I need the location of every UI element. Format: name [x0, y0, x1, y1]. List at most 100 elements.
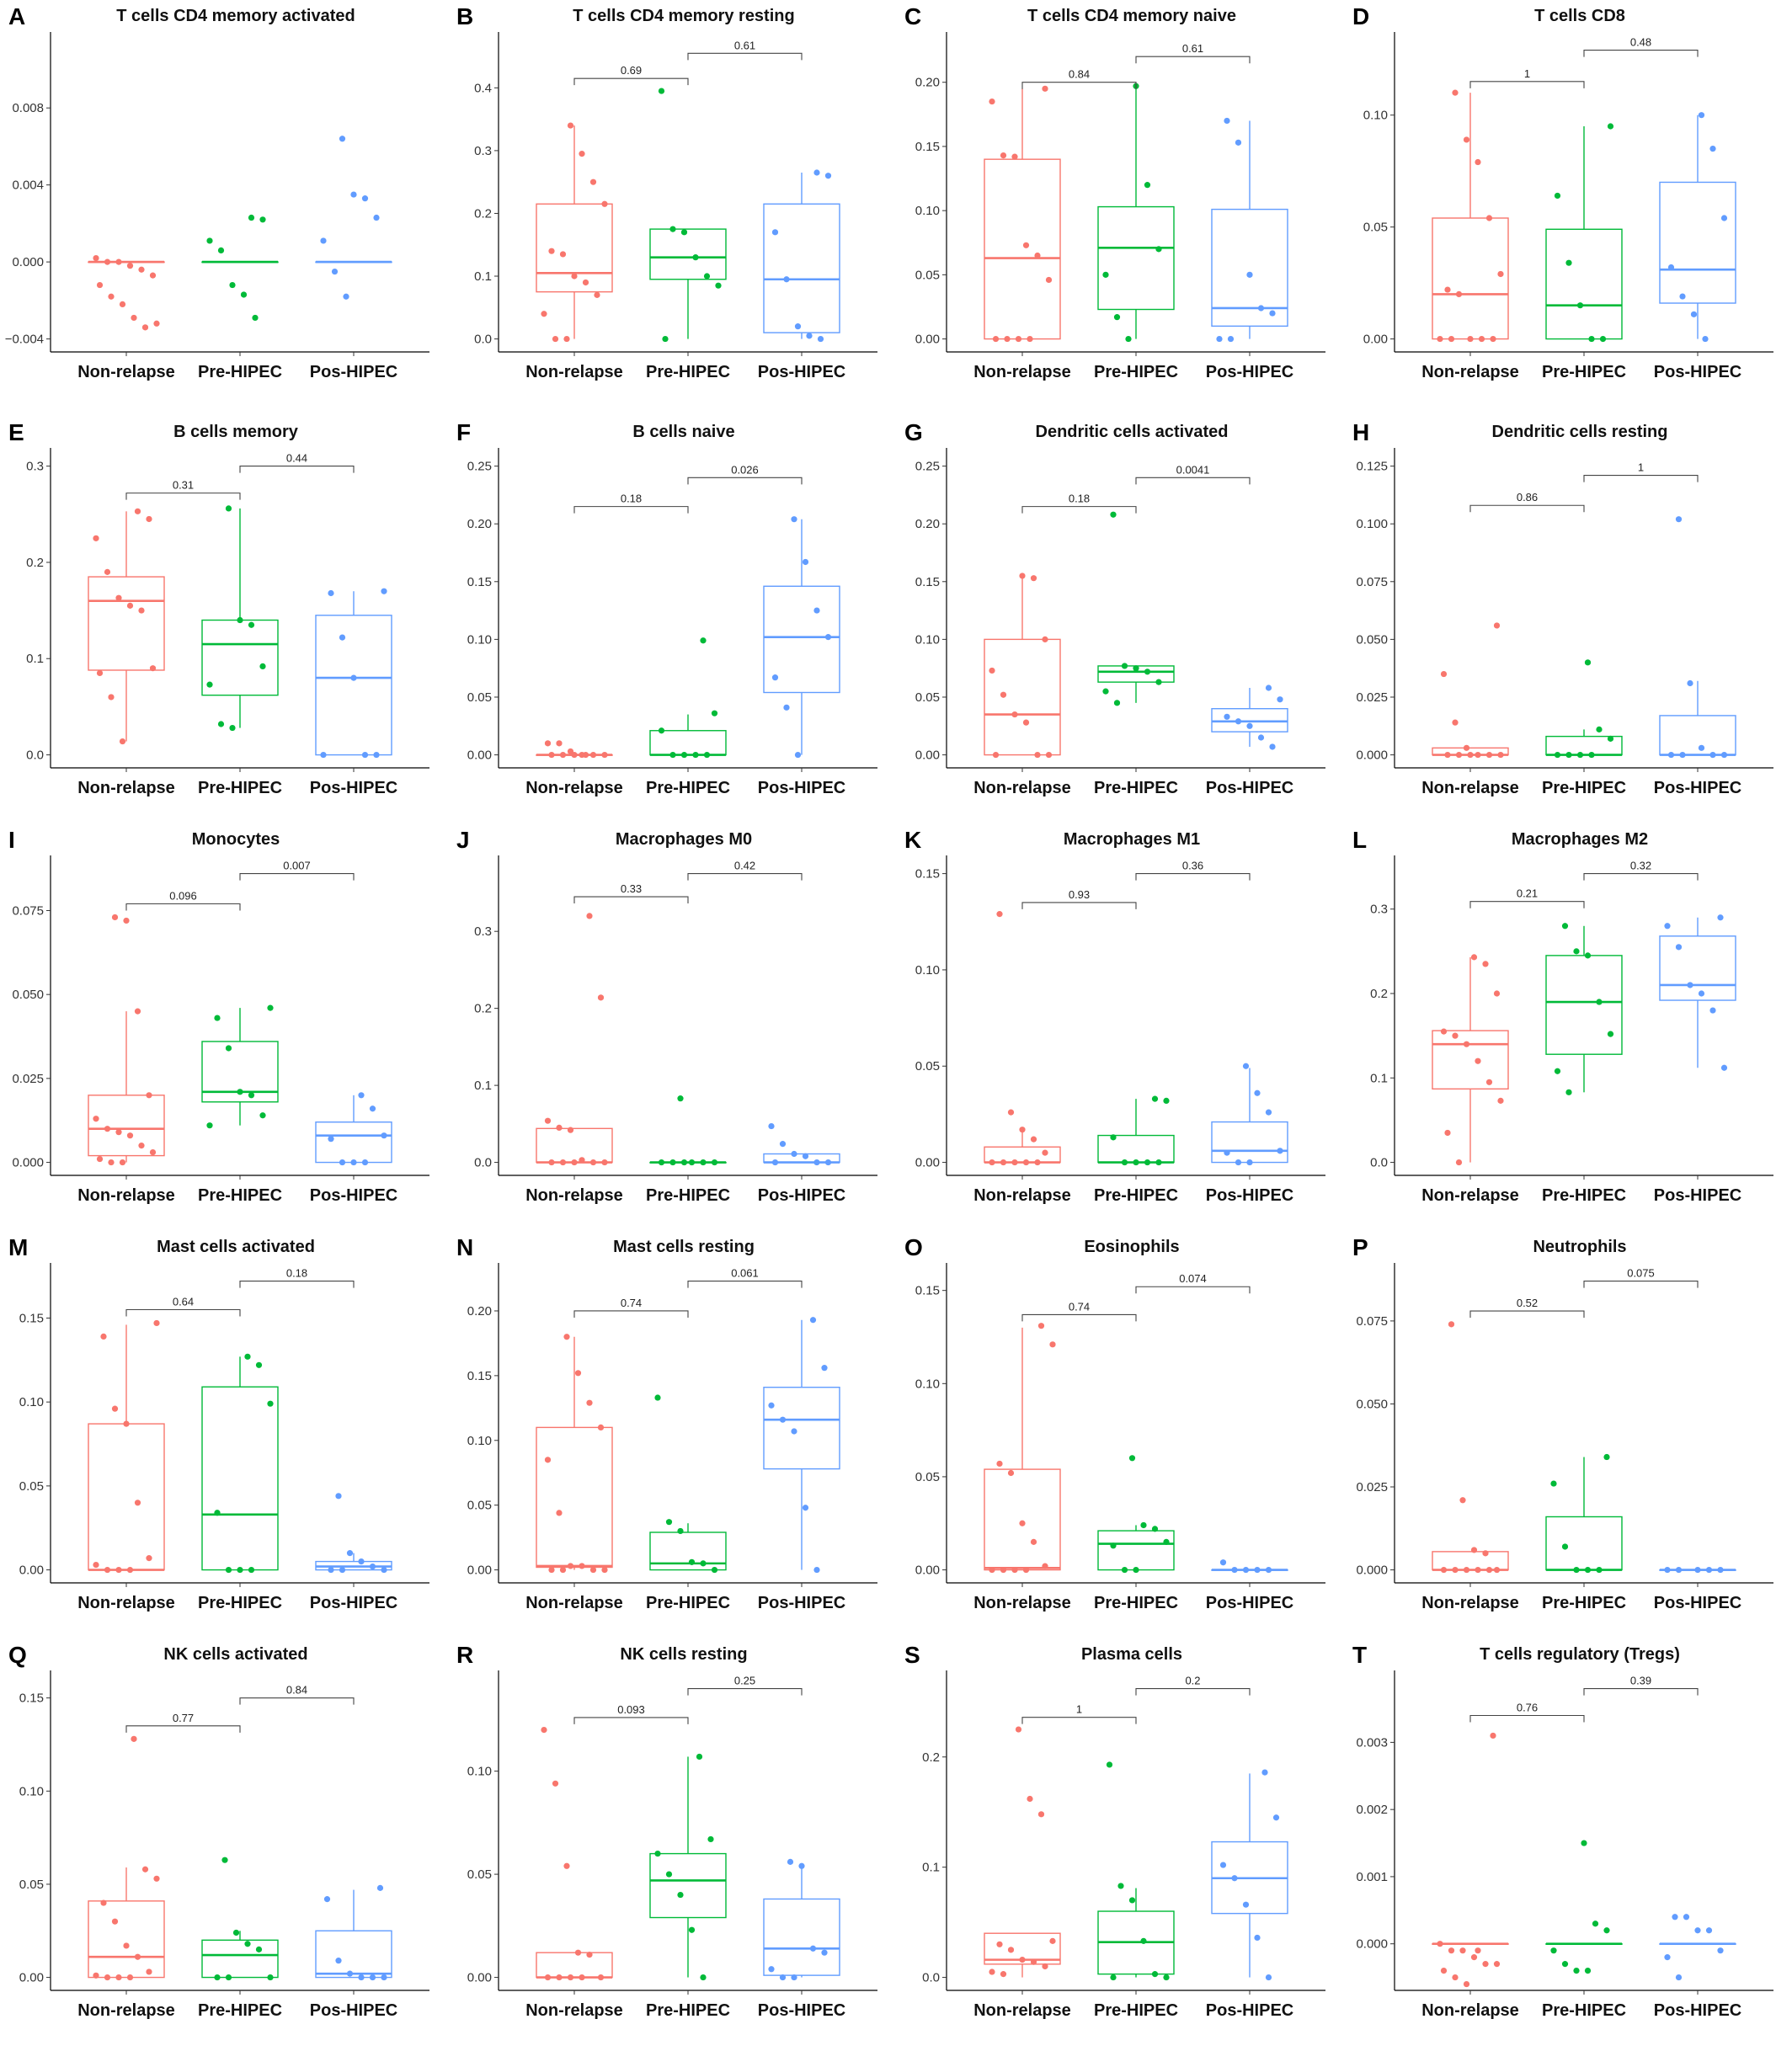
data-point [335, 1493, 342, 1500]
x-tick-label: Pos-HIPEC [1654, 2001, 1741, 2020]
comparison-bracket [573, 1310, 689, 1318]
y-tick-label: 0.003 [1356, 1735, 1388, 1750]
data-point [1470, 1954, 1478, 1961]
data-point [1231, 1875, 1238, 1882]
data-point [1698, 744, 1705, 751]
data-point [1675, 516, 1683, 523]
y-tick-label: 0.075 [1356, 1314, 1388, 1329]
data-point [1493, 990, 1501, 997]
data-point [700, 1560, 707, 1567]
data-point [1113, 314, 1121, 321]
data-point [567, 1974, 574, 1981]
data-point [255, 1946, 263, 1952]
box-iqr [649, 228, 727, 280]
y-tick-label: 0.050 [1356, 1397, 1388, 1411]
data-point [1235, 718, 1242, 725]
data-point [677, 1095, 684, 1102]
data-point [1463, 1041, 1470, 1047]
data-point [131, 1735, 137, 1742]
x-tick-label: Pos-HIPEC [1654, 363, 1741, 381]
data-point [1470, 954, 1478, 961]
data-point [680, 1159, 688, 1166]
x-tick-label: Pos-HIPEC [310, 1594, 397, 1612]
box-iqr [1659, 935, 1736, 1001]
y-tick-label: 0.050 [1356, 632, 1388, 647]
data-point [153, 1319, 160, 1327]
y-tick-label: 0.15 [467, 1369, 492, 1383]
x-tick-label: Non-relapse [525, 1186, 623, 1205]
chart-panel-h: H Dendritic cells resting 0.125 0.100 0.075 0… [1344, 416, 1792, 828]
data-point [1440, 1967, 1448, 1974]
data-point [559, 1566, 567, 1574]
data-point [1007, 1469, 1015, 1477]
data-point [662, 335, 669, 343]
data-point [248, 1566, 255, 1574]
data-point [1485, 751, 1493, 759]
y-tick-label: 0.100 [1356, 517, 1388, 531]
data-point [1565, 1089, 1572, 1095]
data-point [252, 314, 259, 322]
y-tick-label: 0.1 [474, 1079, 492, 1093]
y-tick-label: 0.125 [1356, 460, 1388, 474]
data-point [1440, 670, 1448, 678]
data-point [794, 751, 802, 759]
box-iqr [1545, 1516, 1623, 1571]
data-point [1113, 700, 1121, 706]
y-tick-label: 0.4 [474, 81, 492, 95]
box-iqr [763, 585, 840, 694]
data-point [358, 1558, 365, 1565]
data-point [574, 1370, 582, 1377]
chart-title: T cells regulatory (Tregs) [1480, 1645, 1680, 1664]
data-point [232, 1929, 240, 1936]
data-point [1144, 182, 1151, 189]
chart-title: Macrophages M2 [1511, 830, 1649, 849]
data-point [563, 1334, 570, 1340]
data-point [217, 247, 225, 253]
data-point [1246, 271, 1253, 278]
x-tick-label: Pre-HIPEC [198, 779, 282, 797]
x-tick-label: Pos-HIPEC [758, 1594, 845, 1612]
chart-svg: 0.10 0.05 0.00 Non-relapse Pre-HIPEC Pos-HIPE… [467, 1670, 877, 2020]
x-tick-label: Non-relapse [973, 1186, 1071, 1205]
data-point [350, 191, 357, 198]
data-point [1265, 685, 1272, 691]
data-point [346, 1550, 354, 1557]
data-point [552, 1780, 559, 1787]
data-point [1667, 264, 1675, 271]
data-point [1717, 914, 1724, 921]
panel-letter: A [8, 3, 26, 29]
p-value-label: 0.84 [1069, 68, 1090, 81]
data-point [1444, 286, 1451, 293]
data-point [373, 214, 380, 221]
data-point [1478, 335, 1485, 343]
data-point [1151, 1526, 1159, 1532]
data-point [1216, 335, 1223, 343]
data-point [1664, 1954, 1671, 1961]
chart-svg: 0.2 0.1 0.0 Non-relapse Pre-HIPEC Pos-HIPEC 1 0… [922, 1670, 1325, 2020]
y-tick-label: 0.1 [1370, 1071, 1388, 1085]
data-point [989, 1566, 995, 1574]
data-point [1042, 85, 1048, 92]
data-point [1550, 1480, 1557, 1487]
y-tick-label: 0.00 [915, 1156, 940, 1170]
y-tick-label: 0.025 [1356, 1480, 1388, 1494]
p-value-label: 0.86 [1517, 491, 1538, 503]
data-point [1470, 1547, 1478, 1553]
y-tick-label: 0.000 [12, 1156, 44, 1170]
box-iqr [1545, 955, 1623, 1055]
data-point [1709, 145, 1716, 152]
data-point [1717, 1566, 1724, 1574]
data-point [779, 1141, 787, 1148]
data-point [548, 1566, 555, 1574]
data-point [1155, 679, 1162, 685]
data-point [1596, 726, 1603, 732]
p-value-label: 0.69 [621, 64, 642, 77]
data-point [267, 1004, 274, 1011]
data-point [1019, 1127, 1026, 1133]
box-iqr [315, 1930, 392, 1979]
y-tick-label: 0.00 [467, 1564, 492, 1578]
data-point [1030, 1136, 1037, 1143]
data-point [688, 1558, 696, 1565]
p-value-label: 0.075 [1627, 1267, 1655, 1280]
data-point [1224, 713, 1230, 720]
